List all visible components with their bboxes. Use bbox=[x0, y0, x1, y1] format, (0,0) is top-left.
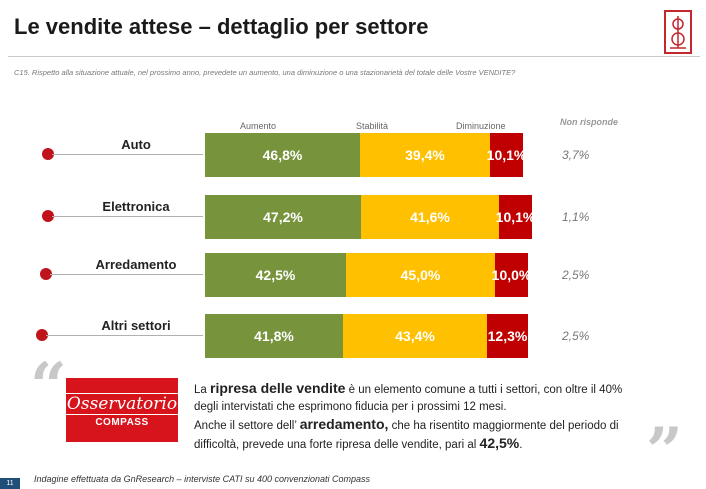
category-label: Auto bbox=[121, 137, 151, 152]
bar-segment-diminuzione: 12,3% bbox=[487, 314, 528, 358]
non-risponde-value: 2,5% bbox=[562, 268, 590, 282]
data-label: 39,4% bbox=[405, 147, 445, 163]
category-leader-line bbox=[52, 216, 203, 217]
legend-diminuzione: Diminuzione bbox=[456, 121, 506, 131]
data-label: 45,0% bbox=[400, 267, 441, 283]
data-label: 46,8% bbox=[262, 147, 303, 163]
data-label: 41,6% bbox=[410, 209, 450, 225]
category-leader-line bbox=[46, 335, 203, 336]
non-risponde-value: 2,5% bbox=[562, 329, 590, 343]
data-label: 43,4% bbox=[395, 328, 435, 344]
data-label: 10,1% bbox=[495, 209, 536, 225]
bar-segment-aumento: 42,5% bbox=[205, 253, 346, 297]
summary-text: La ripresa delle vendite è un elemento c… bbox=[194, 380, 644, 454]
logo-subtitle: COMPASS bbox=[95, 416, 149, 428]
category-label: Arredamento bbox=[95, 257, 177, 272]
legend-aumento: Aumento bbox=[240, 121, 277, 131]
summary-p2-value: 42,5% bbox=[479, 435, 520, 451]
open-quote-icon: “ bbox=[30, 349, 67, 424]
page-number: 11 bbox=[0, 478, 20, 489]
summary-p2-highlight: arredamento, bbox=[299, 416, 389, 432]
close-quote-icon: ” bbox=[646, 414, 683, 489]
bar-segment-stabilita: 45,0% bbox=[346, 253, 495, 297]
brand-logo-icon bbox=[664, 10, 692, 54]
category-marker-icon bbox=[40, 268, 52, 280]
bar-segment-stabilita: 39,4% bbox=[360, 133, 490, 177]
bar-segment-diminuzione: 10,0% bbox=[492, 253, 531, 297]
osservatorio-compass-logo: Osservatorio COMPASS bbox=[61, 378, 183, 442]
category-label: Altri settori bbox=[101, 318, 171, 333]
header-divider bbox=[8, 56, 700, 57]
legend-non-risponde: Non risponde bbox=[560, 117, 618, 127]
legend-stabilita: Stabilità bbox=[356, 121, 389, 131]
summary-p1-a: La bbox=[194, 384, 210, 396]
category-marker-icon bbox=[36, 329, 48, 341]
category-label: Elettronica bbox=[102, 199, 170, 214]
non-risponde-value: 1,1% bbox=[562, 210, 590, 224]
category-marker-icon bbox=[42, 148, 54, 160]
summary-p2-a: Anche il settore dell’ bbox=[194, 420, 300, 432]
category-leader-line bbox=[52, 154, 203, 155]
summary-p1-c: è un elemento comune a tutti i settori, … bbox=[194, 384, 623, 413]
footnote: Indagine effettuata da GnResearch – inte… bbox=[34, 474, 371, 484]
non-risponde-value: 3,7% bbox=[562, 148, 590, 162]
bar-segment-aumento: 47,2% bbox=[205, 195, 361, 239]
category-leader-line bbox=[50, 274, 203, 275]
data-label: 42,5% bbox=[255, 267, 296, 283]
bar-segment-diminuzione: 10,1% bbox=[487, 133, 526, 177]
page-title: Le vendite attese – dettaglio per settor… bbox=[14, 14, 429, 39]
data-label: 41,8% bbox=[254, 328, 294, 344]
bar-segment-diminuzione: 10,1% bbox=[496, 195, 535, 239]
summary-p1-highlight: ripresa delle vendite bbox=[210, 380, 346, 396]
data-label: 10,1% bbox=[486, 147, 527, 163]
summary-p2-e: . bbox=[519, 439, 523, 451]
bar-segment-aumento: 41,8% bbox=[205, 314, 343, 358]
bar-segment-stabilita: 41,6% bbox=[361, 195, 499, 239]
bar-segment-aumento: 46,8% bbox=[205, 133, 360, 177]
logo-title: Osservatorio bbox=[61, 392, 183, 415]
bar-segment-stabilita: 43,4% bbox=[343, 314, 487, 358]
data-label: 12,3% bbox=[487, 328, 528, 344]
data-label: 10,0% bbox=[491, 267, 532, 283]
survey-question: C15. Rispetto alla situazione attuale, n… bbox=[14, 68, 516, 77]
category-marker-icon bbox=[42, 210, 54, 222]
summary-p2-c: che ha risentito maggiormente del period… bbox=[194, 420, 619, 451]
data-label: 47,2% bbox=[263, 209, 303, 225]
